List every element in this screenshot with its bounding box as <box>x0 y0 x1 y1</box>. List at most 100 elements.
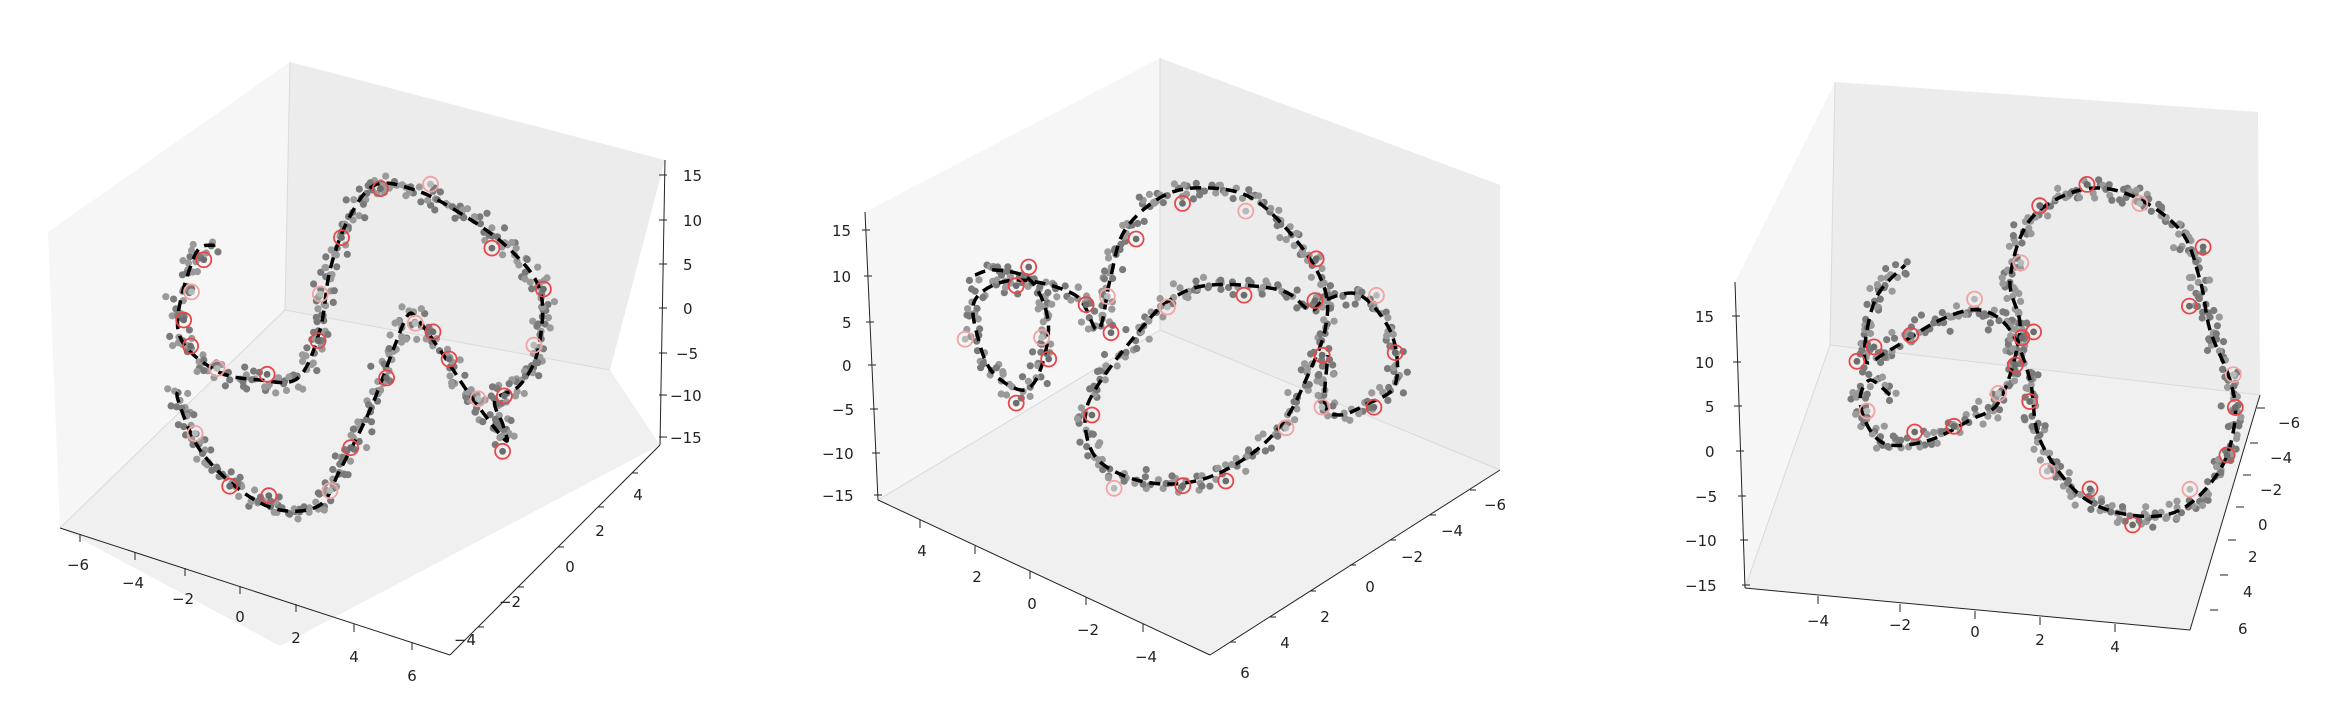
scatter-point <box>496 434 504 442</box>
highlight-marker <box>422 175 439 193</box>
highlight-marker-center <box>1132 235 1140 243</box>
plot-3-floor-pane <box>1745 345 2260 630</box>
scatter-point <box>2194 278 2202 286</box>
scatter-point <box>2187 284 2195 292</box>
highlight-marker-center <box>1179 200 1186 207</box>
scatter-point <box>1229 291 1237 299</box>
scatter-point <box>2005 242 2013 250</box>
scatter-point <box>1282 236 1290 244</box>
scatter-point <box>974 315 982 323</box>
scatter-point <box>1314 391 1322 399</box>
highlight-marker <box>1033 329 1051 346</box>
scatter-point <box>193 367 201 376</box>
plot-2-y-axis <box>1209 469 1501 656</box>
highlight-marker-center <box>1318 403 1326 411</box>
scatter-point <box>500 426 508 434</box>
plot-1-z-tick: 0 <box>659 300 693 318</box>
scatter-point <box>327 246 335 254</box>
highlight-marker-center <box>2012 361 2019 369</box>
scatter-point <box>413 335 421 343</box>
svg-text:0: 0 <box>1027 595 1037 613</box>
scatter-point <box>1999 280 2007 288</box>
scatter-point <box>242 371 250 379</box>
scatter-point <box>1195 191 1204 199</box>
highlight-marker <box>182 337 200 355</box>
highlight-marker-center <box>411 319 419 327</box>
scatter-point <box>329 465 337 474</box>
scatter-point <box>2034 371 2042 379</box>
plot-1-x-axis <box>59 527 451 656</box>
highlight-marker <box>333 229 350 247</box>
plot-2-x-axis <box>877 499 1211 656</box>
scatter-point <box>515 261 523 269</box>
svg-text:0: 0 <box>1970 623 1980 641</box>
scatter-point <box>528 285 536 293</box>
plot-1-x-tick: 4 <box>349 624 359 666</box>
scatter-point <box>1228 460 1236 469</box>
highlight-marker <box>483 239 501 257</box>
highlight-marker-center <box>1907 331 1915 339</box>
scatter-point <box>1044 289 1052 297</box>
scatter-point <box>275 493 283 501</box>
scatter-point <box>1258 290 1266 298</box>
scatter-point <box>1975 397 1983 405</box>
highlight-marker <box>2021 393 2039 410</box>
highlight-marker <box>1007 394 1025 412</box>
plot-2-edge <box>1159 329 1501 471</box>
plot-2-z-axis <box>864 211 879 501</box>
scatter-point <box>1873 281 1881 289</box>
scatter-point <box>1200 187 1208 195</box>
scatter-point <box>479 418 487 426</box>
scatter-point <box>310 280 318 288</box>
scatter-point <box>1979 420 1987 428</box>
highlight-marker <box>1945 417 1963 435</box>
scatter-point <box>483 209 491 217</box>
plot-1-markers <box>175 175 552 505</box>
scatter-point <box>1074 283 1082 291</box>
plot-3-z-tick: −5 <box>1695 488 1746 506</box>
scatter-point <box>1339 292 1347 300</box>
scatter-point <box>1039 318 1047 326</box>
scatter-point <box>2011 239 2020 247</box>
scatter-point <box>236 473 244 481</box>
scatter-point <box>2233 392 2241 401</box>
plot-2-z-tick: 5 <box>842 314 874 332</box>
scatter-point <box>2233 434 2241 443</box>
scatter-point <box>2015 309 2023 317</box>
scatter-point <box>2118 199 2126 207</box>
scatter-point <box>1329 370 1337 378</box>
scatter-point <box>312 313 320 321</box>
highlight-marker <box>183 283 200 301</box>
highlight-marker-center <box>265 492 273 500</box>
scatter-point <box>1390 364 1398 372</box>
scatter-point <box>1154 476 1163 484</box>
highlight-marker-center <box>1242 207 1250 215</box>
scatter-point <box>1384 314 1392 322</box>
scatter-point <box>347 431 355 439</box>
scatter-point <box>1261 447 1269 455</box>
highlight-marker-center <box>1995 390 2002 397</box>
scatter-point <box>1026 362 1034 370</box>
plot-3-x-tick: −4 <box>1807 596 1829 630</box>
scatter-point <box>355 212 363 220</box>
scatter-point <box>1212 189 1220 197</box>
scatter-point <box>1141 473 1149 481</box>
highlight-marker <box>424 323 442 341</box>
scatter-point <box>1318 264 1326 273</box>
svg-text:−15: −15 <box>670 429 702 447</box>
scatter-point <box>1135 193 1143 201</box>
svg-text:10: 10 <box>1695 354 1714 372</box>
scatter-point <box>2065 469 2073 477</box>
scatter-point <box>1297 366 1305 374</box>
scatter-point <box>1384 396 1392 404</box>
scatter-point <box>1284 389 1292 397</box>
scatter-point <box>398 181 406 189</box>
scatter-point <box>417 198 425 206</box>
plot-2-y-tick: 4 <box>1270 616 1290 652</box>
svg-text:−2: −2 <box>1889 616 1911 634</box>
plot-1-y-tick: 4 <box>632 472 643 504</box>
scatter-point <box>314 305 322 313</box>
scatter-point <box>1122 348 1130 356</box>
scatter-point <box>2132 186 2141 194</box>
scatter-point <box>317 268 325 276</box>
